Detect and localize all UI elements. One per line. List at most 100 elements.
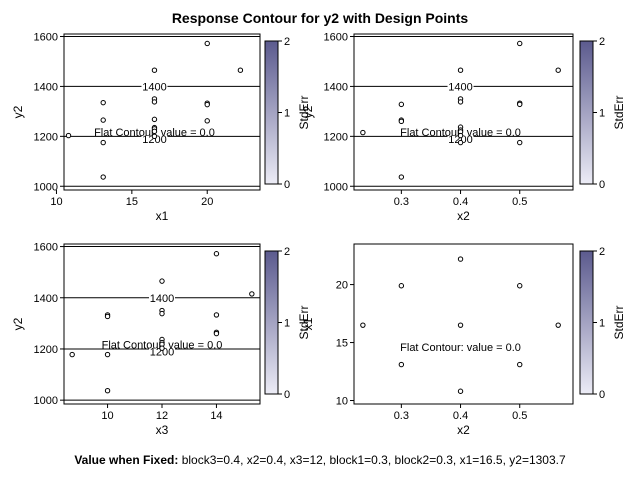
y-tick-label: 1200: [324, 131, 348, 143]
design-point: [151, 116, 158, 123]
x-tick-label: 14: [210, 410, 222, 422]
y-tick-label: 1600: [34, 31, 58, 43]
design-point: [151, 133, 158, 140]
y-tick-label: 1200: [34, 344, 58, 356]
design-point: [555, 67, 561, 73]
contour-label: 1400: [448, 81, 472, 93]
design-point: [69, 351, 75, 358]
fixed-values-text: block3=0.4, x2=0.4, x3=12, block1=0.3, b…: [181, 453, 566, 467]
design-point: [204, 40, 210, 47]
design-point: [457, 99, 464, 105]
design-point: [360, 322, 366, 328]
design-point: [517, 361, 523, 368]
contour-label: 1200: [448, 134, 472, 146]
design-point: [398, 283, 405, 289]
x-tick-label: 20: [201, 196, 213, 208]
y-axis-label: y2: [301, 105, 315, 118]
design-point: [104, 351, 111, 358]
colorbar-tick-label: 1: [284, 318, 290, 330]
colorbar-tick-label: 2: [599, 36, 605, 48]
design-point: [213, 312, 220, 318]
design-point: [151, 67, 158, 73]
y-tick-label: 10: [336, 396, 348, 408]
design-point: [104, 387, 111, 394]
plot-frame: [63, 33, 261, 191]
flat-contour-annotation: Flat Contour: value = 0.0: [400, 342, 521, 354]
design-point: [100, 139, 106, 146]
design-point: [398, 118, 405, 125]
design-point: [100, 99, 106, 106]
colorbar-tick-label: 1: [599, 108, 605, 120]
design-point: [457, 322, 464, 328]
y-tick-label: 1400: [34, 81, 58, 93]
colorbar-tick-label: 0: [284, 389, 290, 401]
colorbar-label: StdErr: [297, 95, 311, 129]
colorbar-tick-label: 0: [599, 389, 605, 401]
design-point: [249, 291, 255, 297]
design-point: [151, 128, 158, 135]
x-axis-label: x3: [156, 423, 169, 437]
design-point: [457, 132, 464, 139]
x-axis-label: x1: [156, 209, 169, 223]
design-point: [151, 99, 158, 105]
x-tick-label: 12: [156, 410, 168, 422]
chart-title: Response Contour for y2 with Design Poin…: [171, 10, 469, 26]
design-point: [104, 313, 111, 320]
y-axis-label: y2: [11, 105, 25, 118]
design-point: [100, 117, 106, 123]
design-point: [360, 129, 366, 136]
colorbar-tick-label: 0: [284, 179, 290, 191]
design-point: [100, 174, 106, 180]
colorbar-tick-label: 2: [284, 36, 290, 48]
fixed-values-label: Value when Fixed:: [74, 453, 179, 467]
design-point: [204, 118, 210, 124]
contour-label: 1200: [150, 347, 174, 359]
stderr-colorbar: [579, 40, 594, 185]
y-tick-label: 1400: [34, 293, 58, 305]
contour-label: 1200: [142, 134, 166, 146]
y-tick-label: 1000: [324, 181, 348, 193]
colorbar-tick-label: 1: [599, 318, 605, 330]
design-point: [237, 67, 244, 73]
y-tick-label: 15: [336, 338, 348, 350]
y-tick-label: 1000: [34, 395, 58, 407]
stderr-colorbar: [264, 40, 279, 185]
x-tick-label: 0.4: [453, 196, 468, 208]
y-tick-label: 1000: [34, 181, 58, 193]
colorbar-tick-label: 1: [284, 108, 290, 120]
y-tick-label: 1600: [34, 242, 58, 254]
stderr-colorbar: [579, 250, 594, 395]
design-point: [204, 101, 210, 108]
y-axis-label: x1: [301, 317, 315, 330]
colorbar-label: StdErr: [612, 305, 626, 339]
contour-label-bg: [447, 132, 474, 145]
design-point: [398, 174, 405, 180]
design-point: [457, 67, 464, 73]
design-point: [213, 251, 220, 257]
design-point: [517, 101, 523, 108]
design-point: [398, 101, 405, 108]
design-point: [457, 256, 464, 262]
y-axis-label: y2: [11, 317, 25, 330]
contour-label: 1400: [142, 81, 166, 93]
contour-label-bg: [447, 80, 474, 93]
y-tick-label: 1600: [324, 31, 348, 43]
colorbar-label: StdErr: [297, 305, 311, 339]
contour-label-bg: [141, 80, 168, 93]
x-tick-label: 0.4: [453, 410, 468, 422]
plot-frame: [353, 243, 574, 405]
x-tick-label: 15: [126, 196, 138, 208]
x-axis-label: x2: [457, 209, 470, 223]
contour-label-bg: [149, 291, 175, 304]
y-tick-label: 1400: [324, 81, 348, 93]
x-tick-label: 0.5: [512, 196, 527, 208]
colorbar-tick-label: 2: [284, 246, 290, 258]
panel-4: Flat Contour: value = 0.00.3 0.4 0.5101520…: [301, 243, 626, 437]
plot-frame: [353, 33, 574, 191]
plot-frame: [63, 243, 261, 405]
